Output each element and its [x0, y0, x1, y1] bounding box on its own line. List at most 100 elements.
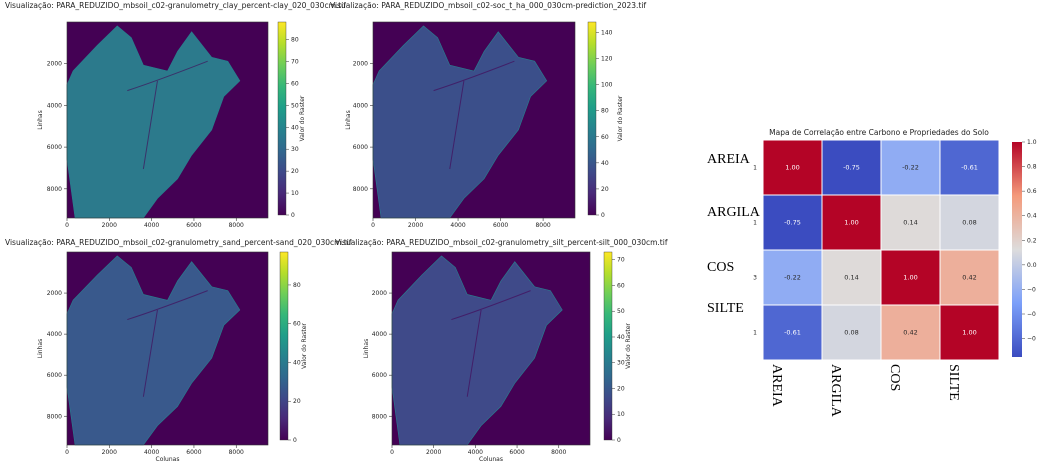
- colorbar: [587, 21, 597, 216]
- heatmap-cell: [762, 194, 823, 251]
- y-tick-label: 2000: [47, 61, 62, 68]
- panel-title: Visualização: PARA_REDUZIDO_mbsoil_c02-g…: [335, 238, 668, 247]
- y-tick-label: 6000: [353, 144, 368, 151]
- heatmap-cell: [821, 139, 882, 196]
- panel-title: Visualização: PARA_REDUZIDO_mbsoil_c02-g…: [5, 238, 352, 247]
- plot-frame: [372, 21, 576, 219]
- colorbar-tick-label: 60: [601, 134, 609, 141]
- colorbar-tick-label: 40: [291, 124, 299, 131]
- row-tick-fragment: 1: [753, 220, 757, 227]
- y-tick-label: 6000: [47, 144, 62, 151]
- colorbar-tick-label: 30: [617, 360, 625, 367]
- row-label: COS: [707, 260, 734, 275]
- y-axis-label: Linhas: [37, 339, 44, 358]
- row-label: AREIA: [707, 152, 751, 167]
- colorbar-tick-label: 0.2: [1027, 237, 1037, 244]
- x-tick-label: 0: [65, 449, 69, 456]
- x-tick-label: 6000: [493, 222, 508, 229]
- cell-label: -0.22: [902, 164, 919, 172]
- colorbar-tick-label: 60: [293, 321, 301, 328]
- x-tick-label: 8000: [551, 449, 566, 456]
- raster-panel: Visualização: PARA_REDUZIDO_mbsoil_c02-g…: [335, 238, 668, 461]
- y-tick-label: 8000: [372, 413, 387, 420]
- x-tick-label: 8000: [229, 222, 244, 229]
- heatmap-cell: [880, 194, 941, 251]
- colorbar: [277, 21, 287, 216]
- y-tick-label: 2000: [47, 290, 62, 297]
- cell-label: 1.00: [844, 219, 858, 227]
- panel-title: Visualização: PARA_REDUZIDO_mbsoil_c02-s…: [330, 1, 646, 10]
- cell-label: 0.14: [903, 219, 917, 227]
- colorbar: [279, 251, 289, 441]
- colorbar-tick-label: 10: [291, 190, 299, 197]
- colorbar-tick-label: 0: [617, 437, 621, 444]
- cell-label: -0.61: [784, 329, 801, 337]
- x-tick-label: 0: [65, 222, 69, 229]
- cell-label: 0.08: [962, 219, 976, 227]
- x-axis-label: Colunas: [156, 456, 180, 461]
- cell-label: 0.08: [844, 329, 858, 337]
- colorbar-tick-label: 0.6: [1027, 188, 1037, 195]
- colorbar-label: Valor do Raster: [301, 323, 308, 369]
- colorbar-tick-label: 50: [291, 102, 299, 109]
- y-axis-label: Linhas: [345, 110, 352, 129]
- raster-panel: Visualização: PARA_REDUZIDO_mbsoil_c02-g…: [5, 238, 352, 461]
- colorbar-tick-label: 0: [601, 212, 605, 219]
- y-tick-label: 6000: [47, 372, 62, 379]
- colorbar-tick-label: 30: [291, 146, 299, 153]
- column-label: ARGILA: [828, 364, 843, 418]
- heatmap-cell: [821, 304, 882, 361]
- heatmap-cell: [939, 139, 1000, 196]
- x-tick-label: 4000: [450, 222, 465, 229]
- colorbar-tick-label: 60: [291, 80, 299, 87]
- colorbar-tick-label: −0: [1027, 336, 1036, 343]
- colorbar-tick-label: 70: [617, 257, 625, 264]
- x-tick-label: 6000: [186, 449, 201, 456]
- colorbar-tick-label: −0: [1027, 311, 1036, 318]
- heatmap-panel: Mapa de Correlação entre Carbono e Propr…: [707, 128, 1037, 418]
- colorbar-tick-label: 10: [617, 411, 625, 418]
- colorbar-tick-label: 0: [291, 212, 295, 219]
- x-tick-label: 2000: [102, 222, 117, 229]
- x-tick-label: 8000: [229, 449, 244, 456]
- colorbar-tick-label: 20: [617, 385, 625, 392]
- raster-river: [451, 290, 531, 397]
- plot-frame: [66, 21, 269, 219]
- plot-frame: [391, 251, 591, 446]
- x-tick-label: 6000: [509, 449, 524, 456]
- plot-frame: [66, 251, 269, 446]
- x-tick-label: 6000: [186, 222, 201, 229]
- colorbar-tick-label: 60: [617, 282, 625, 289]
- colorbar-label: Valor do Raster: [299, 95, 306, 141]
- colorbar-tick-label: 120: [601, 56, 613, 63]
- y-tick-label: 4000: [47, 102, 62, 109]
- colorbar-tick-label: 0: [293, 437, 297, 444]
- colorbar-tick-label: 20: [601, 186, 609, 193]
- cell-label: 1.00: [962, 329, 976, 337]
- cell-label: 1.00: [903, 274, 917, 282]
- colorbar-tick-label: 0.4: [1027, 213, 1037, 220]
- cell-label: -0.75: [843, 164, 860, 172]
- heatmap-cell: [762, 139, 823, 196]
- colorbar-tick-label: 70: [291, 58, 299, 65]
- row-tick-fragment: 1: [753, 330, 757, 337]
- cell-label: -0.22: [784, 274, 801, 282]
- colorbar-tick-label: 40: [617, 334, 625, 341]
- colorbar: [1012, 142, 1022, 357]
- y-tick-label: 2000: [353, 61, 368, 68]
- raster-panel: Visualização: PARA_REDUZIDO_mbsoil_c02-g…: [5, 1, 346, 229]
- raster-river: [127, 290, 208, 397]
- x-tick-label: 4000: [144, 449, 159, 456]
- colorbar-tick-label: −0: [1027, 286, 1036, 293]
- heatmap-cell: [880, 249, 941, 306]
- cell-label: -0.75: [784, 219, 801, 227]
- cell-label: 0.42: [903, 329, 917, 337]
- colorbar-tick-label: 1.0: [1027, 139, 1037, 146]
- row-label: ARGILA: [707, 205, 761, 220]
- y-axis-label: Linhas: [363, 339, 370, 358]
- y-tick-label: 8000: [47, 413, 62, 420]
- row-tick-fragment: 3: [753, 275, 757, 282]
- panel-title: Visualização: PARA_REDUZIDO_mbsoil_c02-g…: [5, 1, 346, 10]
- colorbar-label: Valor do Raster: [617, 95, 624, 141]
